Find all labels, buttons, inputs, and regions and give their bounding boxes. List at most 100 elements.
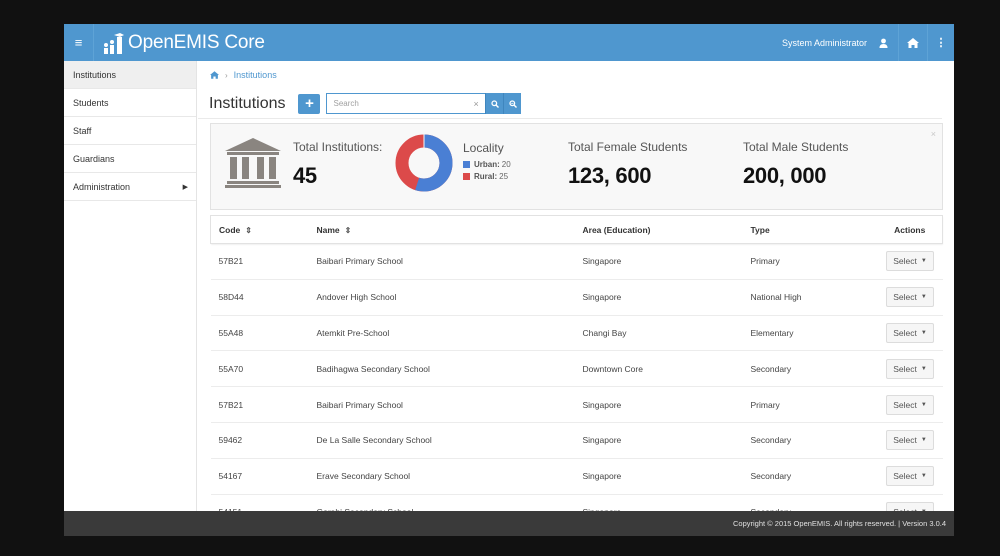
sidebar-item-guardians[interactable]: Guardians — [64, 145, 196, 173]
sidebar-item-staff[interactable]: Staff — [64, 117, 196, 145]
sidebar-item-label: Guardians — [73, 153, 115, 164]
search-input[interactable] — [326, 93, 486, 114]
sidebar-item-administration[interactable]: Administration ▶ — [64, 173, 196, 201]
cell-code: 57B21 — [218, 256, 244, 267]
chevron-down-icon: ▼ — [921, 509, 927, 511]
advanced-search-button[interactable] — [503, 93, 522, 114]
cell-name: Andover High School — [316, 292, 397, 303]
footer: Copyright © 2015 OpenEMIS. All rights re… — [64, 511, 954, 536]
stat-label: Total Institutions: — [293, 140, 383, 154]
close-icon[interactable]: × — [930, 129, 936, 139]
sidebar-item-label: Staff — [73, 125, 92, 136]
sidebar-item-label: Students — [73, 97, 109, 108]
sidebar-item-students[interactable]: Students — [64, 89, 196, 117]
column-header-actions: Actions — [894, 224, 926, 235]
institution-building-icon — [225, 138, 281, 188]
male-students-stat: Total Male Students 200, 000 — [743, 140, 848, 189]
cell-type: Secondary — [750, 363, 792, 374]
more-options-button[interactable]: ⋮ — [928, 24, 954, 61]
select-action-button[interactable]: Select▼ — [886, 287, 934, 308]
search-button[interactable] — [485, 93, 504, 114]
home-button[interactable] — [898, 24, 928, 61]
table-row[interactable]: 54151 Gorabi Secondary School Singapore … — [211, 494, 943, 511]
cell-name: Gorabi Secondary School — [309, 494, 575, 511]
stat-value: 200, 000 — [743, 163, 827, 188]
cell-area: Singapore — [582, 256, 622, 267]
column-header-area: Area (Education) — [582, 224, 651, 235]
select-action-button[interactable]: Select▼ — [886, 430, 934, 451]
rural-value: 25 — [499, 172, 509, 181]
select-action-button[interactable]: Select▼ — [886, 251, 934, 272]
plus-icon: + — [305, 95, 314, 112]
breadcrumb-current[interactable]: Institutions — [233, 70, 277, 80]
chevron-down-icon: ▼ — [920, 401, 927, 408]
sort-icon[interactable]: ⇕ — [245, 225, 252, 235]
select-action-button[interactable]: Select▼ — [886, 358, 934, 379]
cell-area: Singapore — [582, 292, 622, 303]
cell-name: Baibari Primary School — [316, 256, 403, 267]
cell-code: 55A70 — [218, 363, 244, 374]
cell-type: Secondary — [743, 494, 878, 511]
table-row[interactable]: 57B21 Baibari Primary School Singapore P… — [210, 244, 943, 280]
search-group: × — [326, 93, 522, 114]
cell-type: Secondary — [750, 435, 792, 446]
cell-type: Elementary — [750, 327, 794, 338]
cell-type: Secondary — [750, 471, 792, 482]
column-header-name[interactable]: Name ⇕ — [316, 224, 352, 235]
openemis-logo-icon — [104, 32, 124, 54]
urban-swatch — [463, 161, 470, 168]
cell-code: 54151 — [211, 494, 309, 511]
legend-urban: Urban: 20 — [463, 160, 511, 169]
table-row[interactable]: 57B21 Baibari Primary School Singapore P… — [210, 387, 943, 423]
stat-value: 123, 600 — [568, 163, 652, 188]
select-action-button[interactable]: Select▼ — [886, 322, 934, 343]
breadcrumb: › Institutions — [210, 70, 277, 80]
cell-area: Singapore — [582, 435, 622, 446]
sort-icon[interactable]: ⇕ — [344, 225, 352, 235]
cell-area: Singapore — [582, 471, 622, 482]
chevron-down-icon: ▼ — [920, 437, 927, 444]
cell-code: 59462 — [218, 435, 243, 446]
chevron-down-icon: ▼ — [920, 294, 927, 301]
cell-area: Changi Bay — [582, 327, 627, 338]
search-icon — [491, 99, 499, 108]
cell-name: De La Salle Secondary School — [316, 435, 432, 446]
cell-code: 57B21 — [218, 399, 244, 410]
sidebar-item-label: Administration — [73, 181, 131, 192]
sidebar: Institutions Students Staff Guardians Ad… — [64, 61, 197, 511]
locality-label: Locality — [463, 141, 504, 155]
cell-type: National High — [750, 292, 802, 303]
locality-legend: Locality Urban: 20 Rural: 25 — [463, 141, 511, 181]
table-row[interactable]: 59462 De La Salle Secondary School Singa… — [210, 422, 943, 459]
copyright-text: Copyright © 2015 OpenEMIS. All rights re… — [733, 519, 946, 528]
app-logo[interactable]: OpenEMIS Core — [102, 31, 265, 55]
page-header: Institutions + × — [198, 89, 942, 119]
column-header-code[interactable]: Code ⇕ — [219, 224, 252, 235]
cell-name: Baibari Primary School — [316, 399, 403, 410]
select-action-button[interactable]: Select▼ — [886, 501, 934, 511]
home-icon — [907, 37, 919, 48]
home-icon[interactable] — [210, 71, 219, 79]
sidebar-item-institutions[interactable]: Institutions — [64, 61, 196, 89]
table-row[interactable]: 58D44 Andover High School Singapore Nati… — [210, 279, 943, 316]
locality-donut-chart — [395, 134, 453, 192]
column-header-type: Type — [750, 224, 770, 235]
user-name[interactable]: System Administrator — [781, 37, 867, 48]
advanced-search-icon — [509, 99, 517, 108]
table-row[interactable]: 54167 Erave Secondary School Singapore S… — [210, 458, 943, 495]
add-institution-button[interactable]: + — [298, 93, 321, 114]
table-row[interactable]: 55A48 Atemkit Pre-School Changi Bay Elem… — [210, 315, 943, 351]
cell-type: Primary — [750, 399, 780, 410]
table-row[interactable]: 55A70 Badihagwa Secondary School Downtow… — [210, 351, 943, 387]
caret-right-icon: ▶ — [182, 183, 188, 191]
cell-area: Singapore — [582, 399, 622, 410]
legend-rural: Rural: 25 — [463, 172, 511, 181]
select-action-button[interactable]: Select▼ — [886, 394, 934, 415]
menu-toggle-button[interactable]: ≡ — [64, 24, 94, 61]
cell-name: Atemkit Pre-School — [316, 327, 390, 338]
user-icon[interactable] — [876, 36, 890, 50]
select-action-button[interactable]: Select▼ — [886, 466, 934, 487]
female-students-stat: Total Female Students 123, 600 — [568, 140, 687, 189]
breadcrumb-separator: › — [225, 70, 228, 80]
institutions-table: Code ⇕ Name ⇕ Area (Education) Type Action… — [210, 215, 943, 511]
